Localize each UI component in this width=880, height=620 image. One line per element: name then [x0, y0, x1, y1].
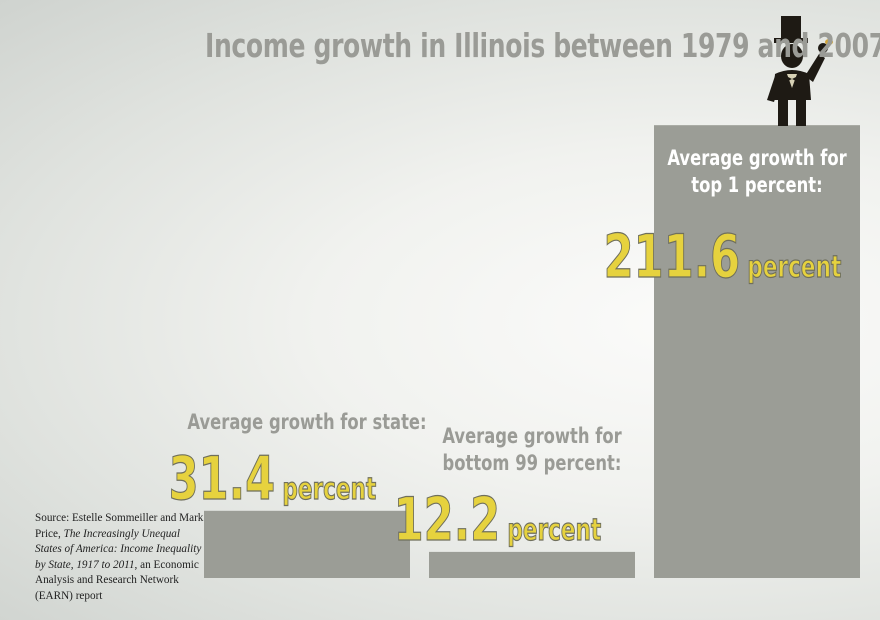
- top-hat-man-icon: [767, 16, 833, 126]
- value-unit: percent: [282, 472, 376, 506]
- bar-2-category-label: Average growth for: [442, 425, 622, 448]
- bar-1-category-label: Average growth for state:: [187, 411, 426, 434]
- value-number: 31.4: [169, 444, 276, 514]
- bar-3-category-label: Average growth for: [667, 147, 847, 170]
- source-note: Source: Estelle Sommeiller and Mark Pric…: [35, 511, 205, 605]
- bar-3-category-label: top 1 percent:: [691, 174, 822, 197]
- bar-labels: Average growth for state:31.4 percentAver…: [168, 147, 847, 555]
- value-unit: percent: [507, 513, 601, 547]
- bar-1-value-label: 31.4 percent: [169, 444, 377, 514]
- bar-2: [429, 551, 635, 578]
- bar-3: [654, 125, 860, 579]
- bars: [204, 125, 860, 579]
- value-unit: percent: [747, 251, 841, 285]
- chart-title: Income growth in Illinois between 1979 a…: [205, 26, 880, 65]
- bar-3-value-label: 211.6 percent: [604, 222, 842, 292]
- source-italic: The Increasingly Unequal States of Ameri…: [35, 527, 202, 571]
- source-suffix: , an Economic Analysis and Research Netw…: [35, 558, 199, 602]
- bar-2-category-label: bottom 99 percent:: [443, 452, 622, 475]
- value-number: 12.2: [394, 485, 501, 555]
- source-prefix: Source: Estelle Sommeiller and Mark Pric…: [35, 512, 204, 540]
- value-number: 211.6: [604, 222, 741, 292]
- bar-2-value-label: 12.2 percent: [394, 485, 602, 555]
- bar-1: [204, 510, 410, 578]
